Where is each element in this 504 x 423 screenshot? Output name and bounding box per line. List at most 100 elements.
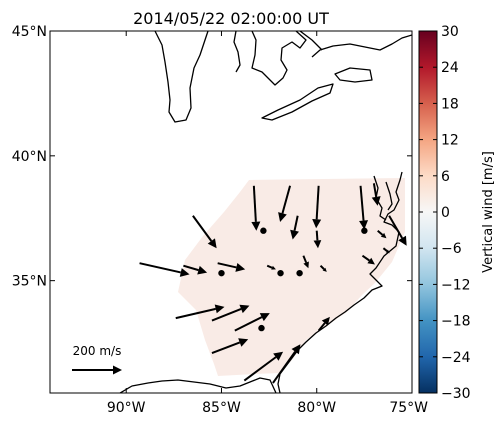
wind-vector-shaft [315,230,319,241]
wind-vector-shaft [361,254,370,262]
station-site-dot [218,269,225,277]
wind-vector [234,313,270,332]
wind-vector [278,185,292,223]
map-frame [49,30,413,394]
lon-tick-label: 85°W [202,400,241,416]
wind-vector [139,262,190,277]
wind-vector-head [359,220,369,230]
wind-vector-head [322,267,327,272]
colorbar-tick-label: 18 [441,96,459,112]
wind-vector-shaft [359,185,365,221]
wind-vector-shaft [266,264,273,269]
wind-vector-head [207,238,217,249]
lat-tick-label: 35°N [12,274,47,290]
colorbar-tick-label: 12 [441,133,459,149]
wind-vector [272,344,301,384]
wind-vector-shaft [302,255,308,263]
wind-vectors [139,183,407,384]
reference-arrow: 200 m/s [72,344,122,375]
colorbar-tick-label: 6 [441,169,450,185]
atlantic-coast [277,171,403,393]
wind-vector-shaft [234,316,263,332]
station-site-dot [258,324,265,332]
colorbar-tick-label: 30 [441,24,459,40]
wind-vector-shaft [139,262,181,274]
wind-vector-shaft [293,215,299,231]
lake-erie-coast [261,83,334,121]
wind-vector-shaft [315,185,320,220]
wind-vector-shaft [382,247,388,252]
wind-vector [243,351,284,382]
wind-vector-head [380,232,387,239]
wind-vector-shaft [272,351,297,384]
reference-arrow-label: 200 m/s [73,344,122,358]
station-site-dot [361,227,368,234]
wind-vector-shaft [211,341,241,354]
colorbar-ticks: 30 24 18 12 6 0 −6 −12 −18 −24 −30 [419,24,471,402]
lon-tick-label: 90°W [107,400,146,416]
lat-tick-label: 40°N [12,149,47,165]
wind-vector-shaft [388,215,403,239]
wind-vector-shaft [211,308,242,322]
reference-arrow-head [113,365,122,375]
wind-vector [359,185,369,230]
wind-vector-shaft [183,264,199,272]
wind-vector-shaft [317,322,326,332]
wind-vector [371,183,381,206]
station-sites [218,227,368,332]
wind-vector [361,254,375,265]
colorbar-tick-label: −24 [441,350,471,366]
wind-vector-head [278,212,287,223]
wind-vector-shaft [372,183,378,198]
station-site-dot [260,227,267,234]
gulf-coast [119,377,277,393]
wind-vector [183,264,208,275]
wind-vector [382,247,390,254]
colorbar-tick-label: −30 [441,386,471,402]
colorbar-label: Vertical wind [m/s] [481,151,496,273]
wind-vector-head [321,316,330,326]
wind-vector [313,230,322,249]
colorbar-tick-label: 24 [441,60,459,76]
lon-tick-label: 75°W [389,400,428,416]
lake-michigan-west-coast [154,31,209,123]
wind-vector-head [313,240,322,249]
wind-vector-head [367,257,375,265]
wind-vector [251,185,261,231]
wind-vector-shaft [243,356,277,382]
wind-vector-head [273,351,284,361]
wind-vector-head [271,265,276,270]
wind-vector-shaft [281,185,292,214]
wind-vector-head [385,249,390,254]
wind-vector [211,304,250,322]
st-lawrence-coast [311,34,412,58]
wind-vector-shaft [377,229,384,236]
wind-vector [302,255,309,269]
wind-vector-head [259,313,270,322]
lon-tick-label: 80°W [297,400,336,416]
lake-huron-coast [251,31,307,86]
wind-vector [377,229,387,239]
colorbar-tick-label: −12 [441,277,471,293]
wind-vector-shaft [192,215,213,242]
map-title: 2014/05/22 02:00:00 UT [133,9,329,28]
wind-vector [388,215,407,246]
longitude-ticks: 90°W 85°W 80°W 75°W [107,31,428,416]
colorbar-tick-label: −6 [441,241,462,257]
lake-ontario-coast [334,67,373,83]
wind-vector [290,215,299,240]
wind-vector-head [251,221,261,231]
wind-vector-head [197,265,208,275]
wind-vector-head [238,338,249,347]
wind-vector-shaft [217,262,237,269]
colorbar-tick-label: 0 [441,205,450,221]
wind-vector-head [303,261,309,269]
wind-vector [192,215,217,249]
coastlines [119,31,412,393]
vertical-wind-field [178,178,405,376]
wind-vector-shaft [175,307,216,320]
wind-vector-head [239,304,250,314]
wind-vector-head [214,304,225,314]
wind-vector-shaft [252,185,257,222]
